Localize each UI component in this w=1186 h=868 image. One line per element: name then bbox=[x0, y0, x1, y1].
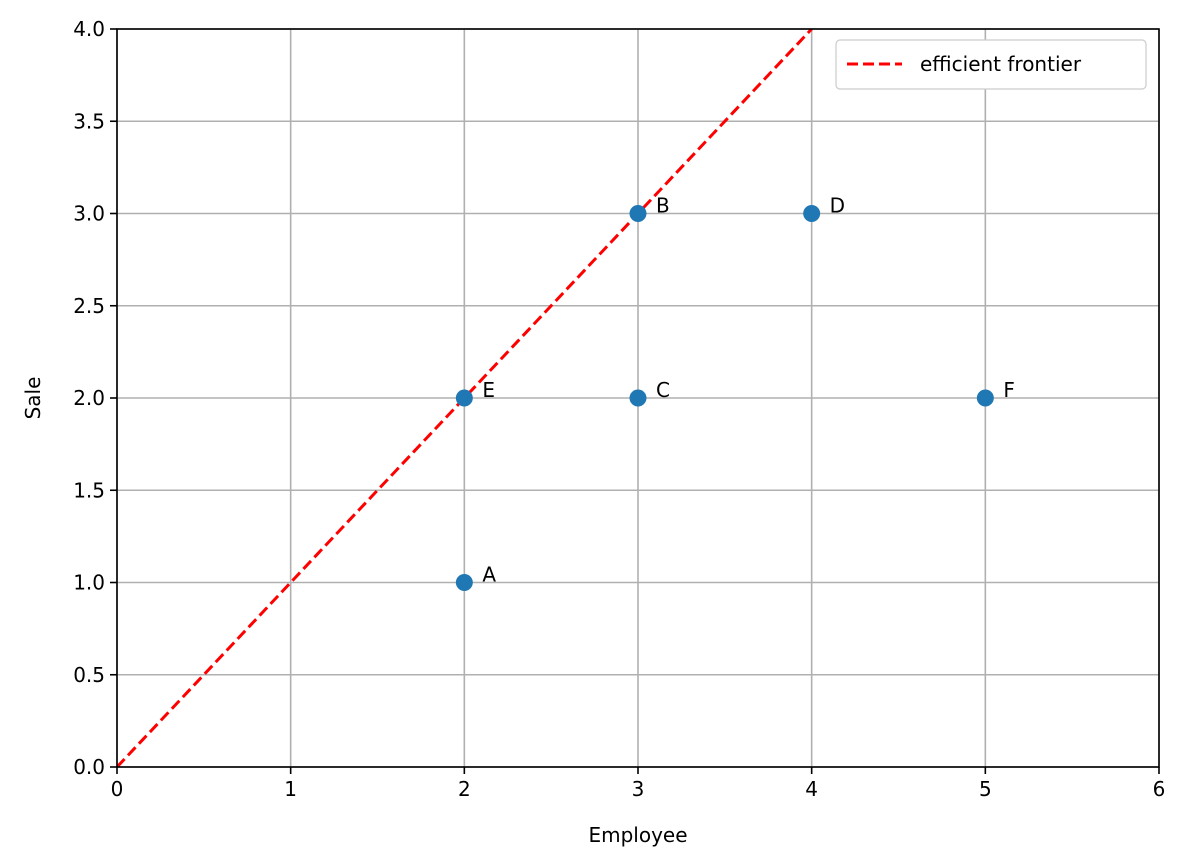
y-tick-label: 0.5 bbox=[73, 663, 105, 687]
data-point-f bbox=[976, 389, 994, 407]
y-tick-label: 0.0 bbox=[73, 755, 105, 779]
point-labels: A B C D E F bbox=[482, 194, 1015, 587]
x-axis-label: Employee bbox=[588, 823, 687, 847]
x-axis-ticks: 0 1 2 3 4 5 6 bbox=[111, 767, 1166, 801]
y-tick-label: 1.0 bbox=[73, 571, 105, 595]
x-tick-label: 1 bbox=[284, 777, 297, 801]
data-point-b bbox=[629, 205, 647, 222]
point-label-b: B bbox=[656, 194, 670, 218]
y-tick-label: 1.5 bbox=[73, 478, 105, 502]
x-tick-label: 5 bbox=[979, 777, 992, 801]
point-label-a: A bbox=[482, 563, 496, 587]
y-tick-label: 2.5 bbox=[73, 294, 105, 318]
legend-entry-efficient-frontier: efficient frontier bbox=[920, 52, 1082, 76]
x-tick-label: 2 bbox=[458, 777, 471, 801]
point-label-f: F bbox=[1003, 378, 1015, 402]
legend-box bbox=[835, 39, 1147, 90]
point-label-d: D bbox=[830, 194, 845, 218]
point-label-e: E bbox=[482, 378, 495, 402]
data-point-a bbox=[455, 574, 473, 591]
y-axis-ticks: 0.0 0.5 1.0 1.5 2.0 2.5 3.0 3.5 4.0 bbox=[73, 17, 117, 779]
legend: efficient frontier bbox=[835, 39, 1147, 90]
data-point-d bbox=[803, 205, 821, 222]
point-label-c: C bbox=[656, 378, 670, 402]
x-tick-label: 0 bbox=[111, 777, 124, 801]
y-tick-label: 2.0 bbox=[73, 386, 105, 410]
x-tick-label: 4 bbox=[805, 777, 818, 801]
y-axis-label: Sale bbox=[21, 377, 45, 420]
x-tick-label: 6 bbox=[1153, 777, 1166, 801]
y-tick-label: 3.0 bbox=[73, 202, 105, 226]
y-tick-label: 4.0 bbox=[73, 17, 105, 41]
y-tick-label: 3.5 bbox=[73, 109, 105, 133]
x-tick-label: 3 bbox=[632, 777, 645, 801]
data-point-e bbox=[455, 389, 473, 407]
data-point-c bbox=[629, 389, 647, 407]
data-points bbox=[455, 205, 994, 591]
